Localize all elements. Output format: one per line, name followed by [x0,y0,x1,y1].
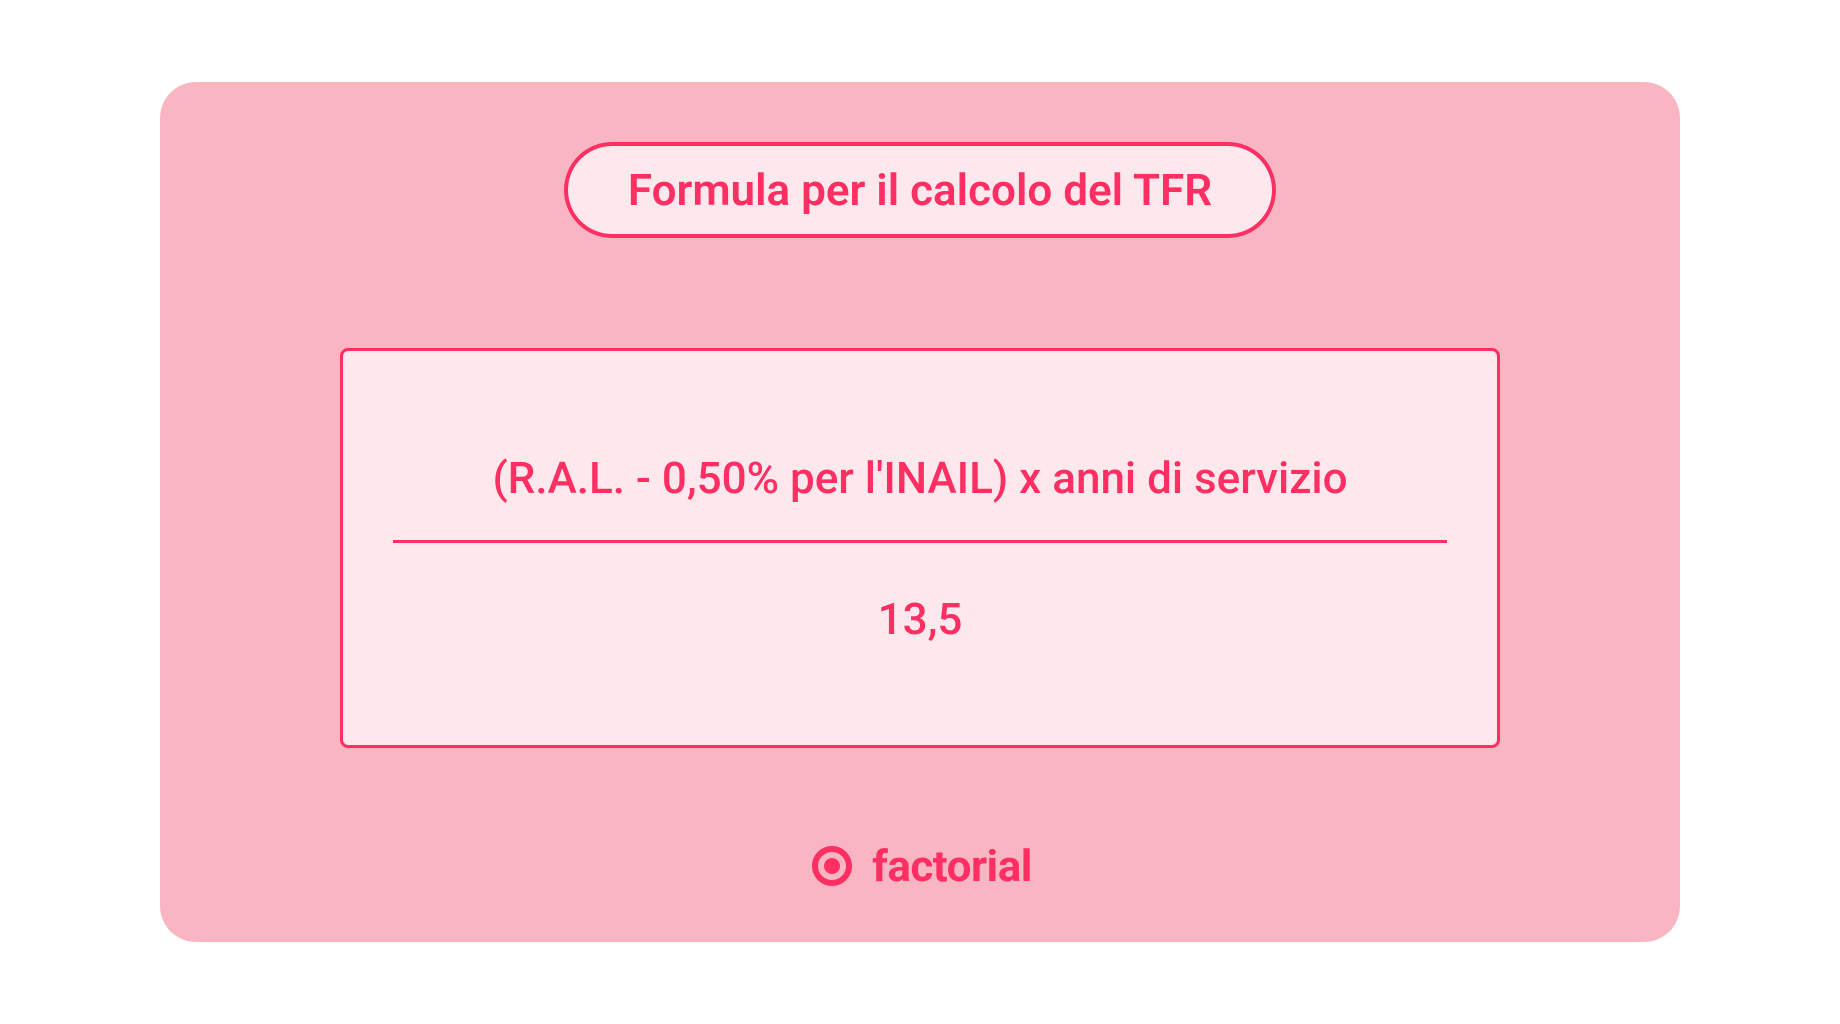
formula-denominator: 13,5 [878,543,963,645]
infographic-card: Formula per il calcolo del TFR (R.A.L. -… [160,82,1680,942]
factorial-icon [808,842,856,890]
formula-box: (R.A.L. - 0,50% per l'INAIL) x anni di s… [340,348,1500,748]
brand-name: factorial [872,840,1032,892]
brand-logo: factorial [808,840,1032,892]
formula-numerator: (R.A.L. - 0,50% per l'INAIL) x anni di s… [393,452,1447,540]
formula-title-pill: Formula per il calcolo del TFR [564,142,1276,238]
formula-title-text: Formula per il calcolo del TFR [628,164,1212,216]
